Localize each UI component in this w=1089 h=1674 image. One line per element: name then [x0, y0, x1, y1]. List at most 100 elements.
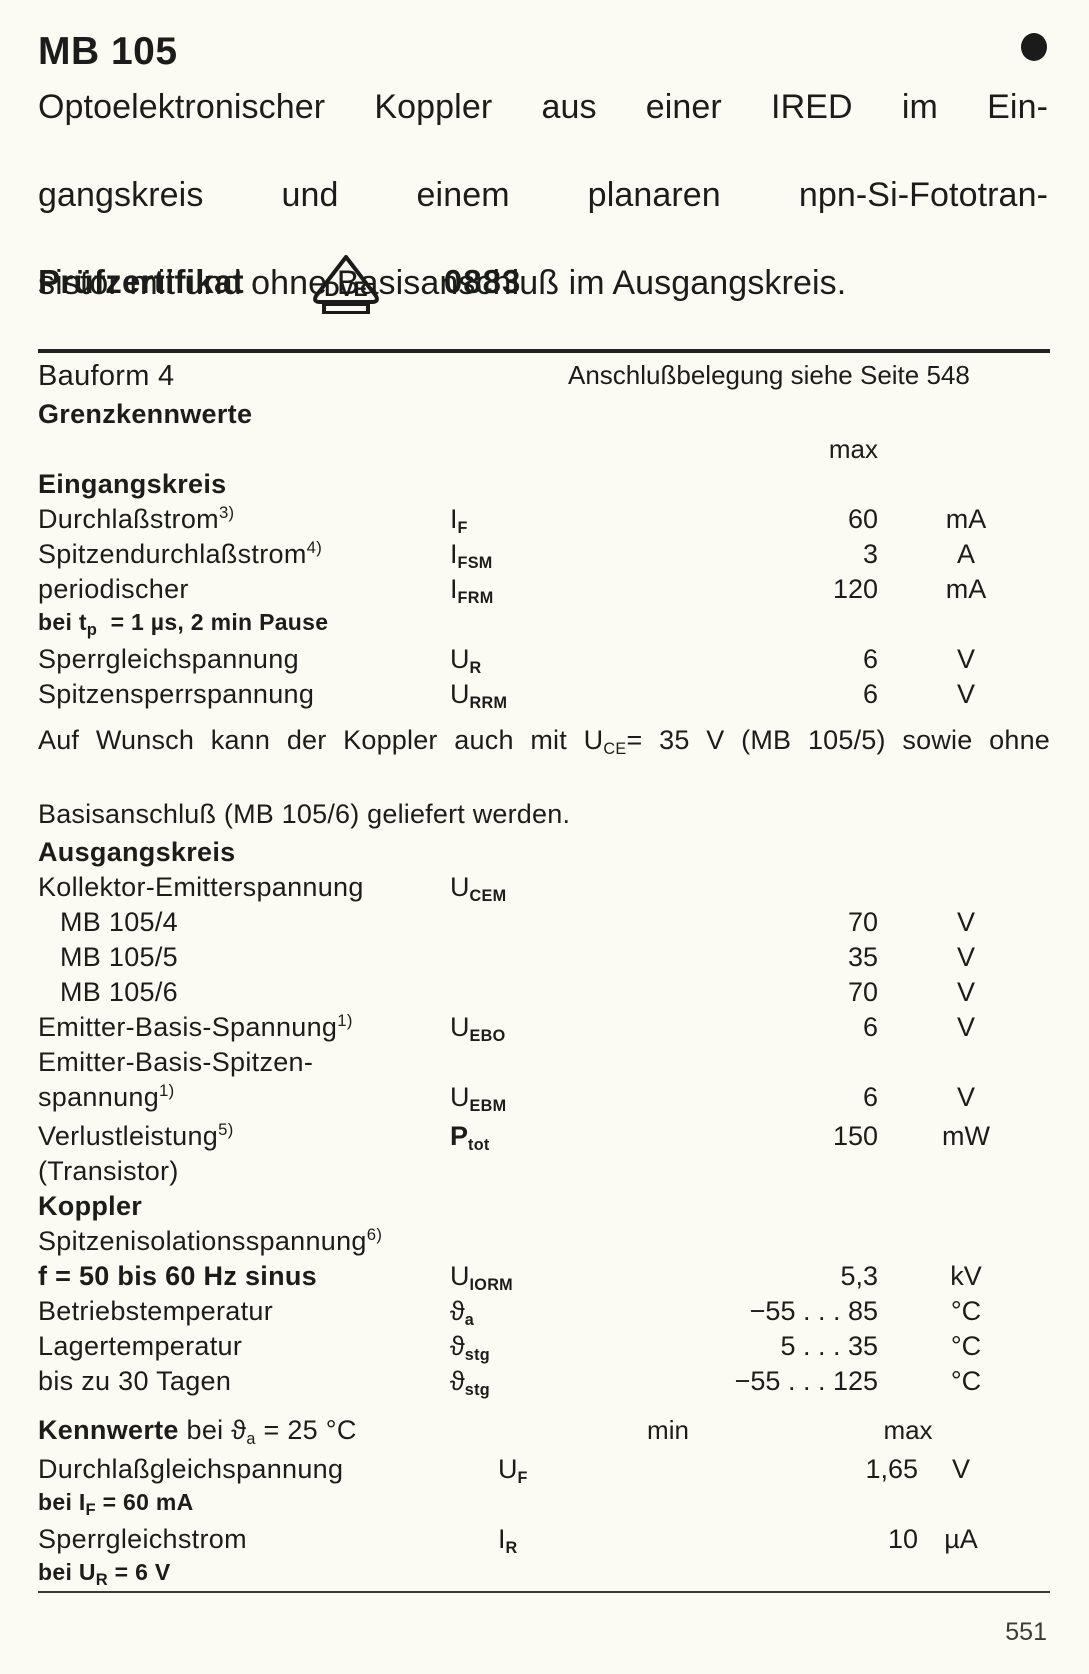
row-value: 1,65: [865, 1454, 918, 1484]
row-symbol: URRM: [450, 679, 508, 713]
condition-row: bei IF = 60 mA: [38, 1489, 1050, 1524]
row-label: Spitzensperrspannung: [38, 679, 315, 709]
row-label: (Transistor): [38, 1156, 179, 1186]
row-label: Durchlaßgleichspannung: [38, 1454, 344, 1484]
svg-text:DVE: DVE: [324, 278, 367, 301]
table-row: Lagertemperatur ϑstg 5 . . . 35 °C: [38, 1331, 1050, 1366]
table-row: bis zu 30 Tagen ϑstg −55 . . . 125 °C: [38, 1366, 1050, 1401]
row-label: MB 105/6: [60, 977, 178, 1007]
eingangskreis-title: Eingangskreis: [38, 469, 227, 499]
row-label: Kollektor-Emitterspannung: [38, 872, 364, 902]
page-title: MB 105: [38, 30, 178, 73]
row-label: bis zu 30 Tagen: [38, 1366, 232, 1396]
row-label: Sperrgleichspannung: [38, 644, 299, 674]
row-unit: V: [956, 644, 975, 674]
row-unit: µA: [944, 1524, 978, 1554]
row-unit: V: [956, 907, 975, 937]
row-symbol: IR: [498, 1524, 518, 1558]
row-symbol: ϑstg: [450, 1366, 490, 1400]
column-header-max: max: [828, 434, 878, 464]
column-header-max-kennwerte: max: [883, 1415, 933, 1445]
row-value: 150: [832, 1121, 878, 1151]
row-label: Betriebstemperatur: [38, 1296, 274, 1326]
row-symbol: UF: [498, 1454, 528, 1488]
row-label: Emitter-Basis-Spitzen-: [38, 1047, 314, 1077]
row-unit: V: [951, 1454, 970, 1484]
row-value: 70: [847, 977, 878, 1007]
row-symbol: ϑstg: [450, 1331, 490, 1365]
table-row: f = f = 50 bis 60 Hz sinus50 bis 60 Hz s…: [38, 1261, 1050, 1296]
table-row: Betriebstemperatur ϑa −55 . . . 85 °C: [38, 1296, 1050, 1331]
certificate-row: Prüfzertifikat DVE 0883: [38, 252, 522, 315]
grenzkennwerte-title: Grenzkennwerte: [38, 399, 253, 429]
table-row: periodischer IFRM 120 mA: [38, 574, 1050, 609]
table-row: Spitzenisolationsspannung6): [38, 1226, 1050, 1261]
description-line-3: sistor mit und ohne Basisanschluß im Aus…: [38, 264, 847, 302]
table-row: Spitzendurchlaßstrom4) IFSM 3 A: [38, 539, 1050, 574]
row-symbol: IFSM: [450, 539, 493, 573]
description-line-1: Optoelektronischer Koppler aus einer IRE…: [38, 88, 1048, 126]
row-label: periodischer: [38, 574, 189, 604]
row-value: −55 . . . 125: [734, 1366, 878, 1396]
row-value: 120: [832, 574, 878, 604]
table-row: Spitzensperrspannung URRM 6 V: [38, 679, 1050, 714]
bauform-row: Bauform 4 Anschlußbelegung siehe Seite 5…: [38, 360, 1050, 399]
row-value: 5,3: [840, 1261, 878, 1291]
row-value: 6: [862, 679, 878, 709]
table-row: Emitter-Basis-Spitzen-: [38, 1047, 1050, 1082]
row-value: 6: [862, 644, 878, 674]
table-row: (Transistor): [38, 1156, 1050, 1191]
table-row: MB 105/6 70 V: [38, 977, 1050, 1012]
koppler-heading-row: Koppler: [38, 1191, 1050, 1226]
row-value: 5 . . . 35: [780, 1331, 878, 1361]
row-unit: mA: [945, 574, 987, 604]
row-unit: V: [956, 1082, 975, 1112]
row-symbol: Ptot: [450, 1121, 490, 1155]
certificate-label: Prüfzertifikat: [38, 263, 244, 300]
row-symbol: IF: [450, 504, 468, 538]
row-value: 60: [847, 504, 878, 534]
row-label: Sperrgleichstrom: [38, 1524, 247, 1554]
option-line-2: Basisanschluß (MB 105/6) geliefert werde…: [38, 799, 571, 829]
table-row: MB 105/4 70 V: [38, 907, 1050, 942]
row-unit: °C: [950, 1366, 982, 1396]
row-unit: °C: [950, 1296, 982, 1326]
certificate-number: 0883: [443, 263, 522, 300]
vde-logo-icon: DVE: [310, 252, 382, 315]
row-label: bei tp = 1 µs, 2 min Pause: [38, 609, 329, 640]
page-number: 551: [1005, 1618, 1047, 1646]
row-label: Durchlaßstrom3): [38, 503, 235, 534]
row-value: 6: [862, 1082, 878, 1112]
row-value: 3: [862, 539, 878, 569]
row-unit: °C: [950, 1331, 982, 1361]
row-symbol: UCEM: [450, 872, 507, 906]
table-row: MB 105/5 35 V: [38, 942, 1050, 977]
row-unit: mA: [945, 504, 987, 534]
row-unit: kV: [950, 1261, 982, 1291]
table-row: Durchlaßstrom3) IF 60 mA: [38, 504, 1050, 539]
row-symbol: ϑa: [450, 1296, 475, 1330]
bauform-label: Bauform 4: [38, 360, 175, 392]
table-row: Verlustleistung5) Ptot 150 mW: [38, 1121, 1050, 1156]
row-unit: V: [956, 977, 975, 1007]
row-label: Lagertemperatur: [38, 1331, 243, 1361]
ausgangskreis-heading-row: Ausgangskreis: [38, 837, 1050, 872]
row-label: Spitzenisolationsspannung6): [38, 1225, 383, 1256]
row-symbol: UEBM: [450, 1082, 507, 1116]
row-label: MB 105/4: [60, 907, 178, 937]
row-unit: A: [956, 539, 975, 569]
row-label: spannung1): [38, 1081, 175, 1112]
row-unit: V: [956, 679, 975, 709]
ausgangskreis-title: Ausgangskreis: [38, 837, 236, 867]
row-label: bei UR = 6 V: [38, 1559, 171, 1590]
header-divider: [38, 349, 1050, 353]
koppler-title: Koppler: [38, 1191, 143, 1221]
table-row: Sperrgleichspannung UR 6 V: [38, 644, 1050, 679]
row-label: bei IF = 60 mA: [38, 1489, 194, 1520]
table-row: Emitter-Basis-Spannung1) UEBO 6 V: [38, 1012, 1050, 1047]
specifications-body: Bauform 4 Anschlußbelegung siehe Seite 5…: [38, 360, 1050, 1594]
row-label: Spitzendurchlaßstrom4): [38, 538, 323, 569]
kennwerte-heading-row: Kennwerte bei ϑa = 25 °C min max: [38, 1415, 1050, 1454]
row-label: Verlustleistung5): [38, 1120, 234, 1151]
row-value: 10: [887, 1524, 918, 1554]
